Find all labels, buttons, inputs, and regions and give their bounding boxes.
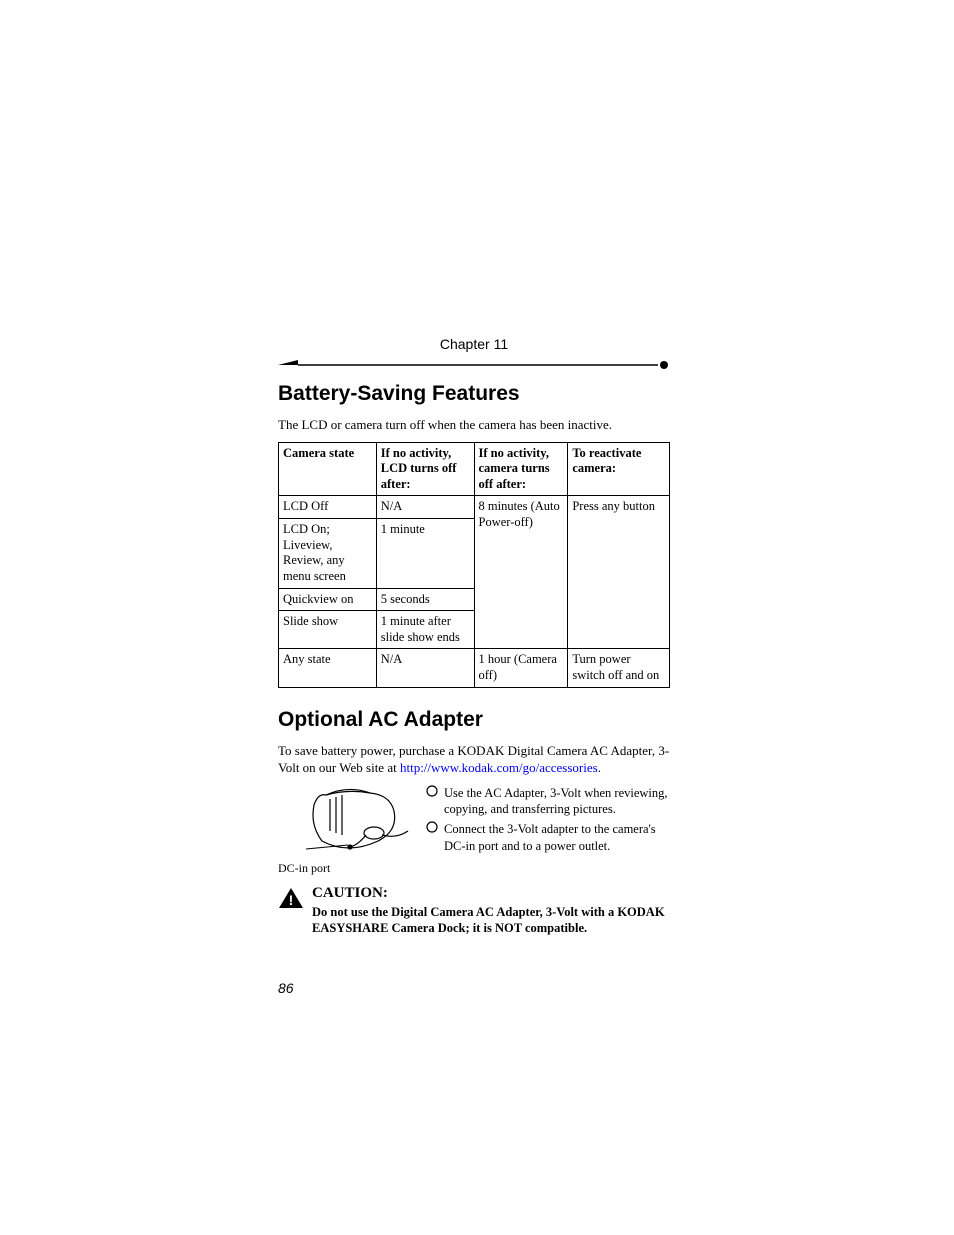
chapter-label: Chapter 11	[278, 336, 670, 352]
warning-icon: !	[278, 887, 304, 914]
table-header: If no activity, LCD turns off after:	[376, 442, 474, 496]
table-header: If no activity, camera turns off after:	[474, 442, 568, 496]
table-cell: N/A	[376, 649, 474, 687]
table-row: LCD Off N/A 8 minutes (Auto Power-off) P…	[279, 496, 670, 519]
battery-table: Camera state If no activity, LCD turns o…	[278, 442, 670, 688]
table-cell: 1 hour (Camera off)	[474, 649, 568, 687]
table-cell: Slide show	[279, 611, 377, 649]
table-cell: Any state	[279, 649, 377, 687]
ac-adapter-block: DC-in port Use the AC Adapter, 3-Volt wh…	[278, 785, 670, 875]
list-item: Use the AC Adapter, 3-Volt when reviewin…	[426, 785, 670, 818]
table-header: To reactivate camera:	[568, 442, 670, 496]
section-heading-ac: Optional AC Adapter	[278, 708, 670, 732]
table-cell: 5 seconds	[376, 588, 474, 611]
table-cell: 8 minutes (Auto Power-off)	[474, 496, 568, 649]
table-cell: Press any button	[568, 496, 670, 649]
table-cell: LCD Off	[279, 496, 377, 519]
table-cell: Turn power switch off and on	[568, 649, 670, 687]
caution-heading: CAUTION:	[312, 885, 670, 902]
bullet-text: Connect the 3-Volt adapter to the camera…	[444, 821, 670, 854]
ac-bullets: Use the AC Adapter, 3-Volt when reviewin…	[426, 785, 670, 875]
table-cell: 1 minute	[376, 519, 474, 589]
section-intro-battery: The LCD or camera turn off when the came…	[278, 416, 670, 434]
caution-text: CAUTION: Do not use the Digital Camera A…	[312, 885, 670, 937]
table-cell: LCD On; Liveview, Review, any menu scree…	[279, 519, 377, 589]
bullet-icon	[426, 821, 438, 854]
ac-adapter-figure: DC-in port	[278, 785, 418, 875]
table-cell: N/A	[376, 496, 474, 519]
bullet-icon	[426, 785, 438, 818]
caution-body: Do not use the Digital Camera AC Adapter…	[312, 904, 670, 937]
intro-post: .	[598, 760, 601, 775]
table-cell: 1 minute after slide show ends	[376, 611, 474, 649]
section-intro-ac: To save battery power, purchase a KODAK …	[278, 742, 670, 777]
bullet-text: Use the AC Adapter, 3-Volt when reviewin…	[444, 785, 670, 818]
list-item: Connect the 3-Volt adapter to the camera…	[426, 821, 670, 854]
accessories-link[interactable]: http://www.kodak.com/go/accessories	[400, 760, 598, 775]
table-cell: Quickview on	[279, 588, 377, 611]
page-number: 86	[278, 980, 670, 996]
page-content: Chapter 11 Battery-Saving Features The L…	[278, 336, 670, 996]
table-row: Any state N/A 1 hour (Camera off) Turn p…	[279, 649, 670, 687]
section-heading-battery: Battery-Saving Features	[278, 382, 670, 406]
table-header: Camera state	[279, 442, 377, 496]
dc-in-port-label: DC-in port	[278, 862, 418, 875]
svg-text:!: !	[289, 892, 294, 908]
chapter-divider	[278, 358, 670, 372]
caution-block: ! CAUTION: Do not use the Digital Camera…	[278, 885, 670, 937]
